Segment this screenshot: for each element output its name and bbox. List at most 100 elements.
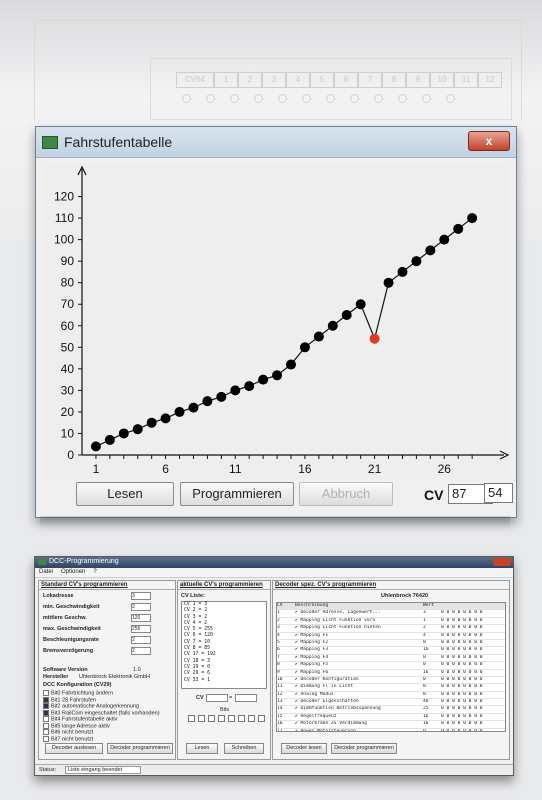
- config-checkbox[interactable]: [43, 690, 49, 696]
- table-row[interactable]: 10 ✔ Decoder Konfiguration 0 0 0 0 0 0 0 0 …: [277, 677, 505, 685]
- row-cv: 4: [277, 632, 280, 638]
- config-option[interactable]: Bit7 nicht benutzt: [43, 735, 93, 742]
- close-button[interactable]: x: [468, 131, 510, 151]
- bit-checkbox[interactable]: [188, 715, 195, 722]
- cv-number-input[interactable]: 87: [448, 484, 493, 504]
- cv-list-item[interactable]: CV 19 = 0: [184, 664, 210, 670]
- config-checkbox[interactable]: [43, 703, 49, 709]
- menu-options[interactable]: Optionen: [61, 569, 86, 575]
- y-tick-label: 80: [61, 276, 75, 290]
- field-input[interactable]: 2: [131, 603, 151, 611]
- menu-help[interactable]: ?: [93, 569, 97, 575]
- row-cv: 2: [277, 617, 280, 623]
- field-input[interactable]: 2: [131, 647, 151, 655]
- row-bits: 0 0 0 0 0 0 0 0: [441, 617, 483, 623]
- cv-list-item[interactable]: CV 17 = 192: [184, 652, 216, 658]
- bit-checkbox[interactable]: [208, 715, 215, 722]
- right-program-button[interactable]: Decoder programmieren: [331, 743, 397, 754]
- table-row[interactable]: 3 ✔ Mapping Licht Funktion hinten 2 0 0 0 0…: [277, 625, 505, 633]
- second-title-bar[interactable]: DCC-Programmierung: [35, 557, 513, 568]
- table-row[interactable]: 11 ✔ Dimmung Fl in Licht 0 0 0 0 0 0 0 0 0: [277, 684, 505, 692]
- config-checkbox[interactable]: [43, 709, 49, 716]
- mid-write-button[interactable]: Schreiben: [224, 743, 264, 754]
- cv-list-item[interactable]: CV 1 = 3: [184, 602, 208, 607]
- cv-list-title: CV Liste:: [181, 593, 205, 599]
- speed-chart[interactable]: 0 10 20 30 40 50 60 70 80 90 100 110 120 1 6 11 16 21 26: [44, 163, 510, 479]
- cv-list-item[interactable]: CV 5 = 255: [184, 627, 213, 633]
- table-row[interactable]: 7 ✔ Mapping F4 0 0 0 0 0 0 0 0 0: [277, 655, 505, 663]
- bit-checkbox[interactable]: [218, 715, 225, 722]
- x-tick-label: 1: [93, 462, 100, 476]
- table-row[interactable]: 9 ✔ Mapping F6 16 0 0 0 0 0 0 0 0: [277, 670, 505, 677]
- background-header-cell: 3: [262, 72, 286, 88]
- config-checkbox-label: Bit1 28 Fahrstufen: [51, 696, 96, 703]
- table-row[interactable]: 4 ✔ Mapping F1 4 0 0 0 0 0 0 0 0: [277, 633, 505, 640]
- abort-button[interactable]: Abbruch: [299, 482, 393, 506]
- row-bits: 0 0 0 0 0 0 0 0: [441, 639, 483, 645]
- mid-eq: =: [229, 695, 233, 701]
- config-option[interactable]: Bit6 nicht benutzt: [43, 729, 93, 735]
- table-row[interactable]: 1 ✔ Decoder Adresse, Lagenwert... 3 0 0 0 0…: [277, 610, 505, 618]
- mid-cv-input[interactable]: [206, 694, 228, 702]
- field-input[interactable]: 120: [131, 614, 151, 622]
- bit-checkbox[interactable]: [258, 715, 265, 722]
- right-read-button[interactable]: Decoder lesen: [281, 743, 327, 754]
- config-option[interactable]: Bit5 lange Adresse aktiv: [43, 722, 110, 729]
- cv-list-item[interactable]: CV 33 = 1: [184, 677, 210, 683]
- config-option[interactable]: Bit2 automatische Analogerkennung: [43, 703, 139, 709]
- decoder-read-button[interactable]: Decoder auslesen: [45, 743, 103, 754]
- table-row[interactable]: 2 ✔ Mapping Licht Funktion vorn 1 0 0 0 0 0…: [277, 617, 505, 626]
- row-cv: 16: [277, 721, 283, 727]
- bit-checkbox[interactable]: [238, 715, 245, 722]
- title-bar[interactable]: Fahrstufentabelle x: [36, 127, 516, 158]
- program-button[interactable]: Programmieren: [180, 482, 294, 506]
- background-header-cell: CV64: [176, 72, 214, 88]
- cv-list-item[interactable]: CV 8 = 85: [184, 646, 210, 652]
- table-row[interactable]: 13 ✔ Decoder Eigenschaften 48 0 0 0 0 0 0 0…: [277, 699, 505, 707]
- y-tick-label: 40: [61, 362, 75, 376]
- table-row[interactable]: 12 ✔ Analog Modus 0 0 0 0 0 0 0 0 0: [277, 692, 505, 700]
- cv-list-item[interactable]: CV 3 = 2: [184, 614, 208, 620]
- cv-list-item[interactable]: CV 2 = 2: [184, 608, 208, 614]
- config-checkbox[interactable]: [43, 735, 49, 742]
- config-checkbox[interactable]: [43, 722, 49, 729]
- cv-list-item[interactable]: CV 4 = 2: [184, 620, 208, 626]
- cv-list-item[interactable]: CV 18 = 3: [184, 658, 210, 664]
- table-row[interactable]: 16 ✔ Motorbrake ZS Verdimmung 16 0 0 0 0 0 …: [277, 721, 505, 729]
- row-value: 16: [423, 721, 429, 727]
- table-row[interactable]: 6 ✔ Mapping F3 16 0 0 0 0 0 0 0 0: [277, 647, 505, 655]
- mid-read-button[interactable]: Lesen: [186, 743, 218, 754]
- decoder-program-button[interactable]: Decoder programmieren: [107, 743, 173, 754]
- config-option[interactable]: Bit1 28 Fahrstufen: [43, 696, 96, 703]
- cv-list-item[interactable]: CV 6 = 120: [184, 633, 213, 639]
- config-checkbox[interactable]: [43, 716, 49, 722]
- decoder-cv-table[interactable]: CV Beschreibung Wert 1 ✔ Decoder Adresse, La…: [276, 602, 506, 732]
- menu-file[interactable]: Datei: [39, 569, 54, 575]
- cv-value-input[interactable]: 54: [484, 483, 513, 503]
- mid-value-input[interactable]: [235, 694, 257, 702]
- data-point: [132, 424, 143, 435]
- field-input[interactable]: 3: [131, 592, 151, 600]
- cv-listbox[interactable]: CV 1 = 3 CV 2 = 2 CV 3 = 2 CV 4 = 2 CV 5 = 2…: [181, 601, 267, 689]
- config-option[interactable]: Bit3 RailCom eingeschaltet (falls vorhan…: [43, 709, 160, 716]
- field-input[interactable]: 2: [131, 636, 151, 644]
- table-row[interactable]: 17 ✔ Power Motorsteuerung 0 0 0 0 0 0 0 0 0: [277, 729, 505, 731]
- mid-cv-label: CV: [196, 695, 204, 701]
- field-input[interactable]: 255: [131, 625, 151, 633]
- bit-checkbox[interactable]: [248, 715, 255, 722]
- cv-list-item[interactable]: CV 29 = 6: [184, 671, 210, 677]
- table-row[interactable]: 14 ✔ Dimmfunktion Betriebsspannung 25 0 0 0…: [277, 706, 505, 714]
- cv-list-item[interactable]: CV 7 = 10: [184, 639, 210, 645]
- read-button[interactable]: Lesen: [76, 482, 174, 506]
- table-row[interactable]: 15 ✔ Regelfrequenz 16 0 0 0 0 0 0 0 0: [277, 714, 505, 722]
- bit-checkbox[interactable]: [228, 715, 235, 722]
- config-option[interactable]: Bit4 Fahrstufentabelle aktiv: [43, 716, 117, 722]
- x-axis-arrow: [499, 450, 510, 460]
- second-close-icon[interactable]: [493, 558, 511, 566]
- config-option[interactable]: Bit0 Fahrtrichtung ändern: [43, 690, 113, 696]
- table-row[interactable]: 8 ✔ Mapping F5 0 0 0 0 0 0 0 0 0: [277, 662, 505, 670]
- table-row[interactable]: 5 ✔ Mapping F2 8 0 0 0 0 0 0 0 0: [277, 639, 505, 648]
- bit-checkbox[interactable]: [198, 715, 205, 722]
- config-checkbox[interactable]: [43, 696, 49, 703]
- config-checkbox[interactable]: [43, 729, 49, 735]
